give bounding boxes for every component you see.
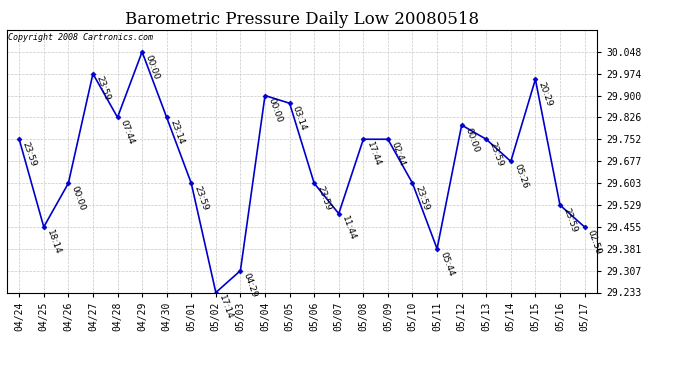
Text: Copyright 2008 Cartronics.com: Copyright 2008 Cartronics.com xyxy=(8,33,153,42)
Text: 23:59: 23:59 xyxy=(414,184,431,212)
Text: 23:14: 23:14 xyxy=(168,119,186,146)
Text: 00:00: 00:00 xyxy=(144,53,161,81)
Text: 05:26: 05:26 xyxy=(512,163,529,190)
Text: 03:14: 03:14 xyxy=(291,105,308,132)
Text: 02:59: 02:59 xyxy=(586,228,603,256)
Text: 17:14: 17:14 xyxy=(217,294,235,321)
Text: 23:59: 23:59 xyxy=(193,184,210,212)
Text: 23:59: 23:59 xyxy=(562,207,579,234)
Text: 00:00: 00:00 xyxy=(463,126,480,154)
Text: 02:44: 02:44 xyxy=(389,141,406,168)
Text: 17:44: 17:44 xyxy=(365,141,382,168)
Text: 23:59: 23:59 xyxy=(315,184,333,212)
Text: 23:59: 23:59 xyxy=(95,75,112,102)
Text: 04:29: 04:29 xyxy=(241,272,259,299)
Text: 23:59: 23:59 xyxy=(21,141,38,168)
Text: 05:44: 05:44 xyxy=(438,250,455,278)
Text: 18:14: 18:14 xyxy=(45,228,62,256)
Text: 23:59: 23:59 xyxy=(488,141,505,168)
Title: Barometric Pressure Daily Low 20080518: Barometric Pressure Daily Low 20080518 xyxy=(125,12,479,28)
Text: 07:44: 07:44 xyxy=(119,119,136,146)
Text: 00:00: 00:00 xyxy=(70,184,87,212)
Text: 00:00: 00:00 xyxy=(266,97,284,124)
Text: 20:29: 20:29 xyxy=(537,81,554,108)
Text: 11:44: 11:44 xyxy=(340,215,357,242)
